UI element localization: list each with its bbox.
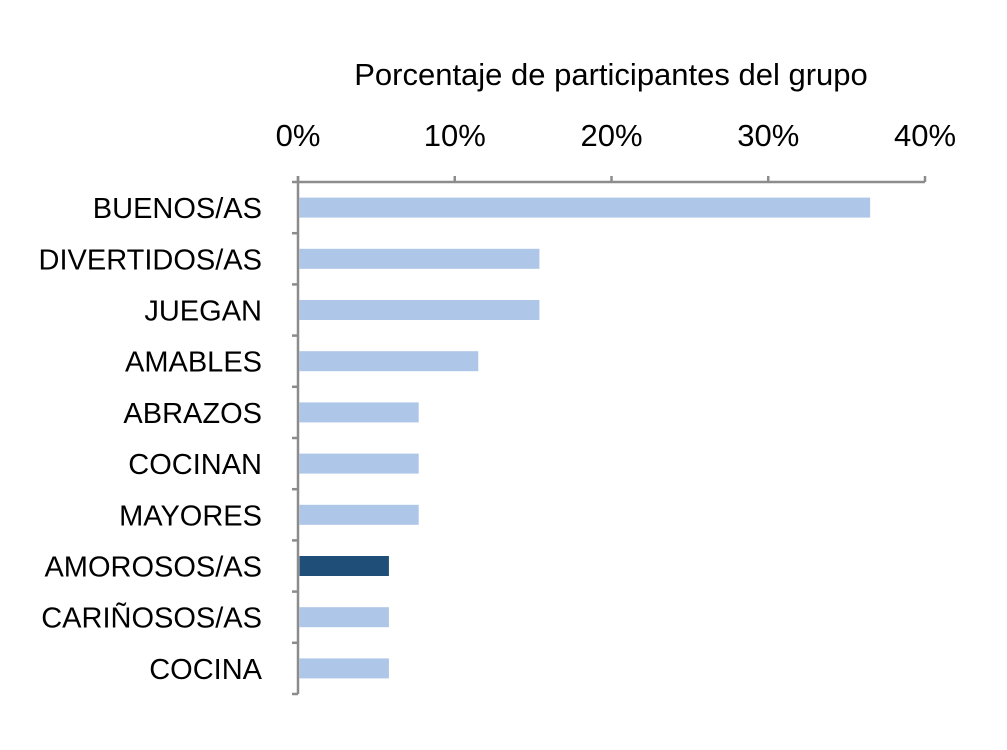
category-label: JUEGAN: [144, 296, 262, 328]
bar: [299, 504, 419, 525]
bar: [299, 402, 419, 423]
bar: [299, 453, 419, 474]
category-label: AMABLES: [125, 347, 262, 379]
x-tick-label: 0%: [276, 118, 321, 153]
category-label: MAYORES: [119, 500, 262, 532]
bars-group: [299, 197, 871, 679]
x-tick-label: 40%: [894, 118, 956, 153]
x-axis-ticks: 0% 10% 20% 30% 40%: [276, 118, 956, 182]
category-label: ABRAZOS: [123, 398, 262, 430]
bar: [299, 351, 479, 372]
bar: [299, 248, 540, 269]
x-tick-label: 30%: [737, 118, 799, 153]
category-label: COCINAN: [128, 449, 262, 481]
bar: [299, 658, 389, 679]
x-axis-title: Porcentaje de participantes del grupo: [354, 57, 868, 92]
x-tick-label: 20%: [580, 118, 642, 153]
bar: [299, 300, 540, 320]
bar: [299, 607, 389, 628]
category-label: COCINA: [149, 654, 262, 686]
x-tick-label: 10%: [424, 118, 486, 153]
category-label: AMOROSOS/AS: [44, 552, 262, 584]
category-label: BUENOS/AS: [93, 193, 262, 225]
bar: [299, 197, 871, 218]
category-label: DIVERTIDOS/AS: [39, 244, 262, 276]
axes: [292, 176, 925, 696]
y-axis-labels: BUENOS/AS DIVERTIDOS/AS JUEGAN AMABLES ABRAZ…: [39, 193, 263, 686]
bar-highlighted: [299, 556, 389, 576]
category-label: CARIÑOSOS/AS: [41, 601, 262, 635]
